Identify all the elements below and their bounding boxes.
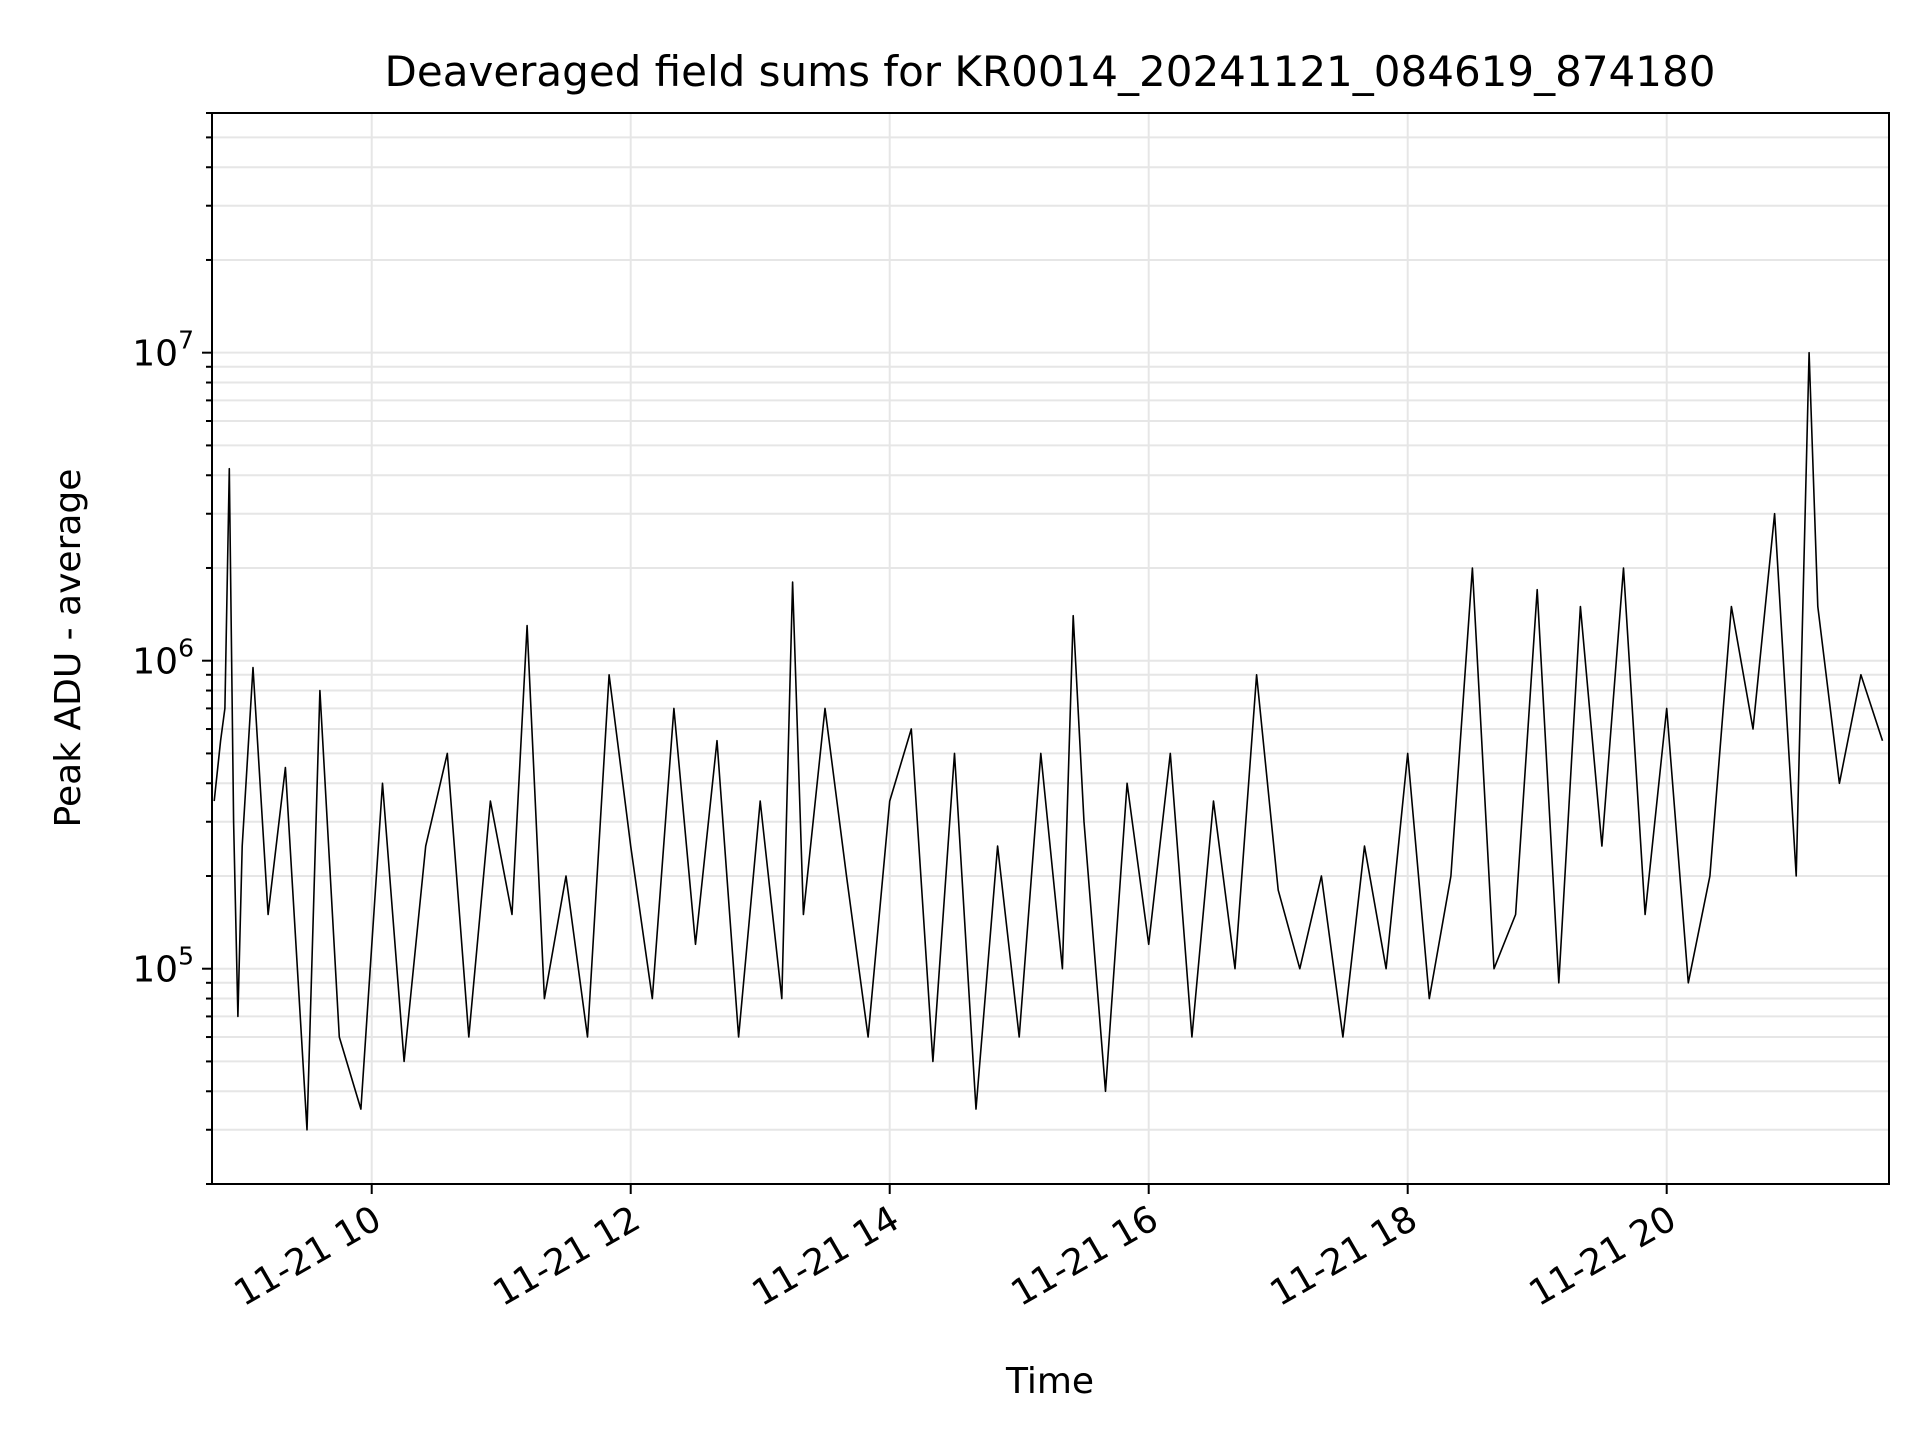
y-tick-label: 105 [132,942,194,991]
plot-area-frame [211,112,1890,1185]
chart-title: Deaveraged field sums for KR0014_2024112… [385,47,1716,96]
series-line [213,351,1884,1131]
y-axis-label: Peak ADU - average [48,469,89,828]
series-layer [213,351,1884,1131]
x-axis-label: Time [1005,1361,1094,1402]
y-tick-label: 106 [132,634,194,683]
y-tick-label: 107 [132,326,194,375]
grid-layer [212,112,1889,1185]
